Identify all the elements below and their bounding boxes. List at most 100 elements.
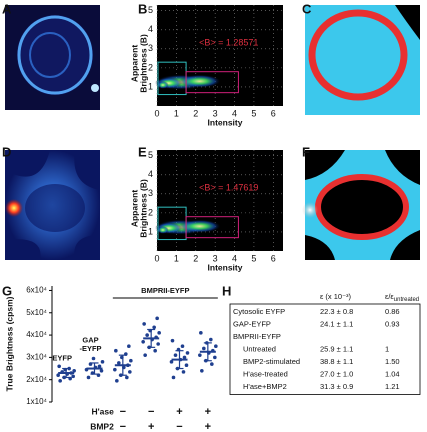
y-tick-label: 2x10⁴	[26, 375, 47, 384]
table-cell: 31.3 ± 0.9	[320, 382, 353, 391]
x-tick-label: 3	[213, 108, 218, 118]
table-border	[229, 303, 421, 395]
y-tick-label: 5	[148, 150, 153, 160]
table-cell: 0.86	[385, 307, 400, 316]
x-tick-label: 6	[271, 108, 276, 118]
data-point	[86, 375, 91, 380]
data-point	[213, 355, 217, 360]
annotation: <B> = 1.28571	[199, 37, 258, 47]
x-axis-label: Intensity	[208, 117, 243, 127]
data-point	[155, 316, 159, 321]
x-tick-label: 0	[154, 108, 159, 118]
x-tick-label: 2	[193, 253, 198, 263]
x-tick-label: 1	[174, 108, 179, 118]
annotation: <B> = 1.47619	[199, 182, 258, 192]
table-cell: BMP2-stimulated	[243, 357, 300, 366]
x-axis-label: Intensity	[208, 262, 243, 272]
table-cell: 0.93	[385, 319, 400, 328]
data-point	[99, 368, 104, 373]
plot-background	[157, 5, 283, 106]
x-tick-label: 2	[193, 108, 198, 118]
header-sub: untreated	[394, 297, 419, 303]
y-tick-label: 1x10⁴	[26, 397, 47, 406]
x-tick-label: 4	[232, 108, 237, 118]
data-point	[170, 338, 175, 343]
table-cell: 22.3 ± 0.8	[320, 307, 353, 316]
treatment-name: BMP2	[90, 421, 114, 431]
map-c	[305, 5, 420, 115]
panel-label: D	[2, 144, 11, 159]
panel-label: H	[222, 283, 231, 298]
y-tick-label: 5	[148, 5, 153, 15]
data-point	[152, 325, 156, 330]
data-point	[142, 322, 146, 326]
treatment-value: −	[120, 421, 126, 432]
data-point	[127, 344, 131, 349]
data-point	[58, 379, 62, 383]
data-point	[182, 355, 187, 360]
density-cloud	[157, 81, 169, 89]
table-header: ε (x 10⁻³)	[320, 292, 352, 301]
data-point	[180, 344, 185, 349]
table-cell: H'ase+BMP2	[243, 382, 287, 391]
data-point	[185, 351, 190, 355]
y-tick-label: 3x10⁴	[26, 352, 47, 361]
data-point	[156, 342, 160, 346]
table-cell: 25.9 ± 1.1	[320, 344, 353, 353]
data-point	[181, 370, 186, 374]
y-axis-label: Apparent	[129, 190, 139, 227]
data-point	[169, 360, 174, 364]
selection-box	[185, 71, 239, 94]
y-tick-label: 3	[148, 188, 153, 198]
y-tick-label: 4x10⁴	[26, 330, 47, 339]
category-label: GAP -EYFP	[79, 335, 101, 352]
table-cell: 1.04	[385, 369, 400, 378]
treatment-value: −	[176, 421, 182, 432]
table-cell: 1.50	[385, 357, 400, 366]
panel-label: B	[138, 1, 147, 16]
y-tick-label: 5x10⁴	[26, 308, 47, 317]
micrograph-d	[5, 150, 100, 260]
x-tick-label: 6	[271, 253, 276, 263]
table-cell: BMPRII-EYFP	[233, 332, 281, 341]
micrograph-a	[5, 5, 100, 110]
y-axis-label: Apparent	[129, 45, 139, 82]
data-point	[141, 339, 145, 344]
data-point	[100, 360, 105, 364]
table-cell: GAP-EYFP	[233, 319, 271, 328]
plot-background	[157, 150, 283, 251]
y-tick-label: 4	[148, 169, 153, 179]
treatment-value: +	[176, 406, 182, 418]
panel-label: E	[138, 144, 147, 159]
density-cloud	[178, 219, 221, 233]
data-point	[200, 368, 204, 373]
table-cell: 27.0 ± 1.0	[320, 369, 353, 378]
data-point	[184, 363, 189, 367]
data-point	[199, 331, 203, 335]
treatment-value: −	[148, 406, 154, 418]
x-tick-label: 5	[251, 108, 256, 118]
data-point	[173, 353, 178, 357]
y-axis-label: Brightness (B)	[138, 34, 148, 93]
panel-label: A	[2, 1, 12, 16]
density-cloud	[157, 226, 169, 234]
y-tick-label: 4	[148, 24, 153, 34]
density-cloud	[178, 74, 221, 88]
table-cell: 1.21	[385, 382, 400, 391]
panel-label: C	[302, 1, 312, 16]
y-tick-label: 1	[148, 226, 153, 236]
table-header: ε/εuntreated	[385, 292, 419, 303]
data-point	[113, 367, 117, 372]
data-point	[157, 331, 161, 335]
data-point	[214, 344, 218, 349]
table-cell: Cytosolic EYFP	[233, 307, 285, 316]
y-tick-label: 2	[148, 62, 153, 72]
x-tick-label: 4	[232, 253, 237, 263]
table-cell: Untreated	[243, 344, 276, 353]
panel-label: G	[2, 283, 12, 298]
data-point	[210, 362, 214, 366]
table-cell: 1	[385, 344, 389, 353]
map-f	[302, 150, 420, 260]
data-point	[145, 333, 149, 337]
